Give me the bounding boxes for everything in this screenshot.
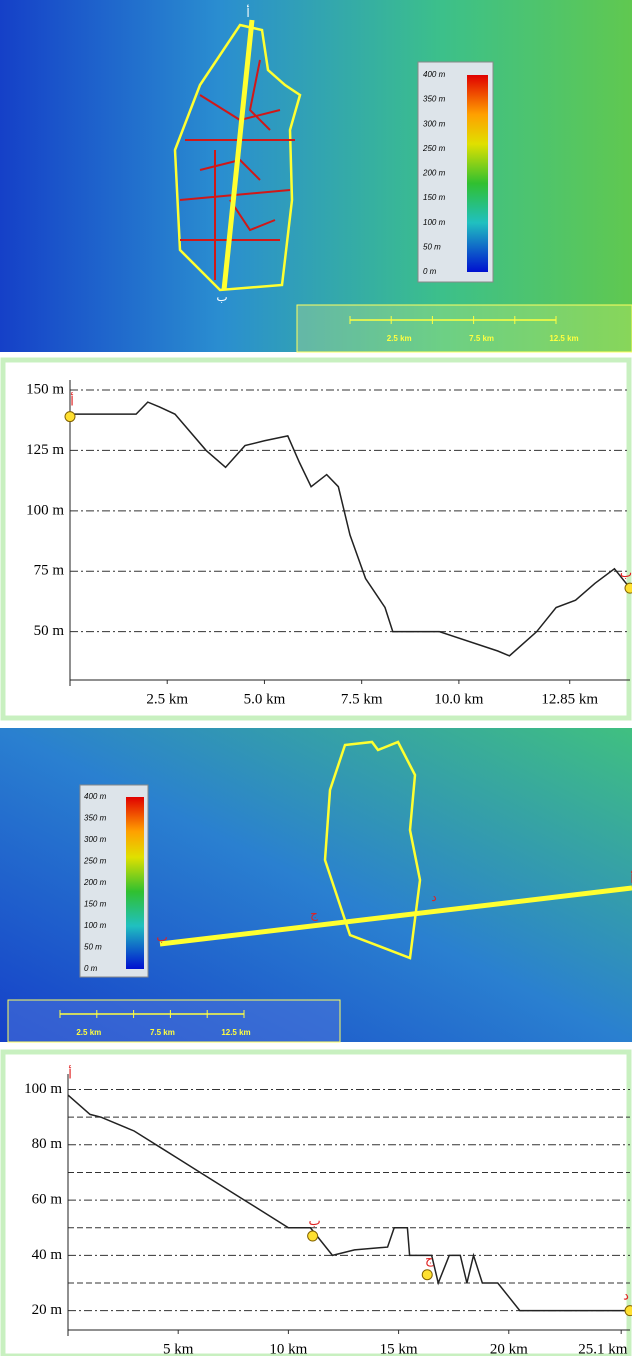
page: 400 m 350 m 300 m 250 m 200 m 150 m 100 m 50 m 0… — [0, 0, 632, 1356]
legend-label: 200 m — [83, 878, 107, 887]
x-tick-label: 5 km — [163, 1341, 194, 1356]
x-tick-label: 10.0 km — [434, 691, 484, 707]
legend-label: 50 m — [84, 943, 102, 952]
point-label: أ — [70, 393, 74, 409]
y-tick-label: 75 m — [34, 563, 65, 579]
color-bar — [126, 797, 144, 969]
scale-box — [297, 305, 632, 352]
scale-label: 7.5 km — [469, 334, 494, 343]
point-marker — [625, 1306, 632, 1316]
legend-label: 150 m — [423, 193, 446, 202]
point-label: د — [431, 890, 436, 904]
point-label: ج — [425, 1252, 434, 1268]
map-1 — [0, 0, 632, 352]
x-tick-label: 25.1 km — [578, 1341, 628, 1356]
point-label: أ — [246, 5, 249, 20]
point-marker — [65, 412, 75, 422]
point-marker — [308, 1231, 318, 1241]
point-label: د — [623, 1288, 629, 1303]
legend-label: 150 m — [84, 900, 107, 909]
y-tick-label: 100 m — [24, 1081, 62, 1097]
point-marker — [625, 583, 632, 593]
legend-label: 0 m — [423, 267, 437, 276]
scale-label: 2.5 km — [76, 1028, 101, 1037]
y-tick-label: 20 m — [32, 1302, 63, 1318]
legend-label: 200 m — [422, 169, 446, 178]
legend-label: 50 m — [423, 242, 441, 251]
y-tick-label: 40 m — [32, 1247, 63, 1263]
scale-label: 7.5 km — [150, 1028, 175, 1037]
y-tick-label: 125 m — [26, 442, 64, 458]
legend-label: 300 m — [84, 835, 107, 844]
scale-label: 2.5 km — [387, 334, 412, 343]
point-marker — [422, 1270, 432, 1280]
point-label: ج — [310, 907, 318, 921]
color-bar — [467, 75, 488, 272]
y-tick-label: 50 m — [34, 623, 65, 639]
scale-label: 12.5 km — [549, 334, 578, 343]
legend-label: 300 m — [423, 119, 446, 128]
legend-label: 400 m — [423, 70, 446, 79]
point-label: أ — [68, 1066, 72, 1082]
legend-label: 250 m — [83, 857, 107, 866]
figure: 400 m 350 m 300 m 250 m 200 m 150 m 100 m 50 m 0… — [0, 0, 632, 1356]
y-tick-label: 80 m — [32, 1136, 63, 1152]
point-label: ب — [620, 565, 632, 580]
legend-label: 350 m — [423, 95, 446, 104]
scale-label: 12.5 km — [221, 1028, 250, 1037]
x-tick-label: 7.5 km — [341, 691, 383, 707]
x-tick-label: 2.5 km — [146, 691, 188, 707]
legend-label: 0 m — [84, 964, 98, 973]
point-label: ب — [216, 290, 227, 304]
x-tick-label: 15 km — [380, 1341, 418, 1356]
point-label: ب — [309, 1213, 321, 1228]
legend-label: 350 m — [84, 814, 107, 823]
x-tick-label: 12.85 km — [541, 691, 598, 707]
y-tick-label: 60 m — [32, 1192, 63, 1208]
x-tick-label: 5.0 km — [244, 691, 286, 707]
legend-label: 250 m — [422, 144, 446, 153]
legend-label: 100 m — [84, 921, 107, 930]
legend-label: 400 m — [84, 792, 107, 801]
legend-label: 100 m — [423, 218, 446, 227]
y-tick-label: 100 m — [26, 502, 64, 518]
point-label: ب — [156, 930, 167, 944]
y-tick-label: 150 m — [26, 381, 64, 397]
x-tick-label: 10 km — [269, 1341, 307, 1356]
x-tick-label: 20 km — [490, 1341, 528, 1356]
